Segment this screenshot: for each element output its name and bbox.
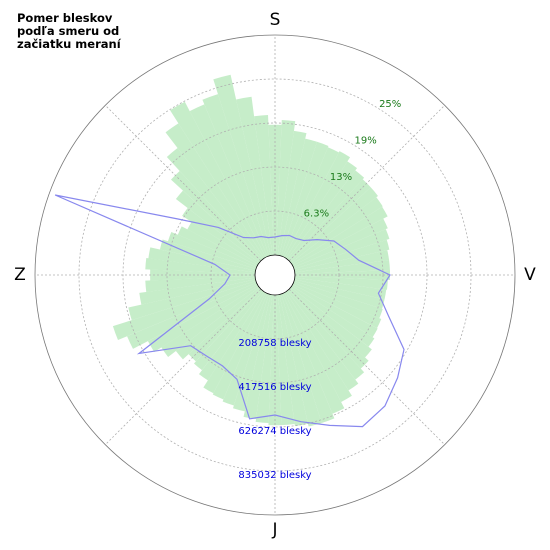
y2-tick-label: 835032 blesky <box>238 470 311 481</box>
y2-tick-label: 417516 blesky <box>238 382 311 393</box>
bar <box>285 290 359 391</box>
grid-spoke <box>288 105 445 262</box>
bar <box>167 232 257 269</box>
bar <box>187 221 259 266</box>
bar <box>281 293 335 423</box>
bar <box>232 294 271 412</box>
bar <box>275 294 295 426</box>
bar <box>161 285 260 358</box>
bar <box>243 294 273 420</box>
line-series <box>54 194 405 428</box>
bar <box>294 250 390 273</box>
bar <box>293 281 383 319</box>
bar <box>284 291 352 403</box>
bar <box>212 292 268 400</box>
bar <box>289 187 378 263</box>
bar <box>291 284 378 338</box>
grid-spoke <box>105 105 262 262</box>
bar <box>255 294 275 423</box>
direction-label: S <box>270 10 281 30</box>
bar <box>139 277 256 305</box>
bar <box>128 279 256 321</box>
bar <box>189 104 268 258</box>
y-tick-label: 13% <box>330 172 352 183</box>
bar <box>294 239 390 271</box>
bar <box>290 197 383 265</box>
grid-spoke <box>288 288 445 445</box>
outer-circle <box>34 34 516 516</box>
bar <box>294 275 388 290</box>
bar <box>284 151 351 259</box>
bar <box>277 130 307 256</box>
bar <box>275 119 296 256</box>
bar <box>289 287 372 358</box>
bar <box>175 190 261 263</box>
bar <box>182 207 260 265</box>
bar <box>165 123 265 260</box>
bar <box>294 269 391 281</box>
bar <box>166 147 263 261</box>
bar <box>175 287 261 360</box>
bar <box>294 277 387 300</box>
bar <box>203 291 266 394</box>
grid-spoke <box>105 288 262 445</box>
bar <box>236 96 273 256</box>
y-tick-label: 6.3% <box>304 209 329 220</box>
bar <box>293 229 390 269</box>
direction-label: J <box>271 520 277 540</box>
bar <box>198 290 265 381</box>
bar <box>281 141 329 257</box>
y2-tick-label: 626274 blesky <box>238 426 311 437</box>
bar <box>127 282 258 349</box>
bar <box>291 206 388 266</box>
y-tick-label: 19% <box>354 136 376 147</box>
bar <box>202 94 269 257</box>
bar <box>147 284 259 352</box>
bar <box>290 285 375 347</box>
y-tick-label: 25% <box>379 99 401 110</box>
bar <box>292 218 388 268</box>
direction-label: Z <box>14 265 26 285</box>
bar <box>193 289 263 371</box>
bar <box>145 258 256 275</box>
direction-label: V <box>524 265 536 285</box>
bar <box>148 247 256 273</box>
bar <box>254 115 275 256</box>
center-hole <box>254 254 296 296</box>
chart-title: Pomer bleskov podľa smeru od začiatku me… <box>17 11 121 51</box>
bar <box>292 282 382 329</box>
bar <box>282 147 339 258</box>
bar <box>170 101 266 259</box>
bar <box>112 281 257 341</box>
bar <box>279 294 322 427</box>
bar <box>277 294 308 427</box>
bar <box>159 239 256 271</box>
bar <box>282 292 345 414</box>
bar <box>285 161 358 260</box>
bar <box>170 170 262 262</box>
bar <box>279 138 318 256</box>
bar <box>294 279 385 309</box>
bar <box>213 74 271 256</box>
y2-tick-label: 208758 blesky <box>238 338 311 349</box>
